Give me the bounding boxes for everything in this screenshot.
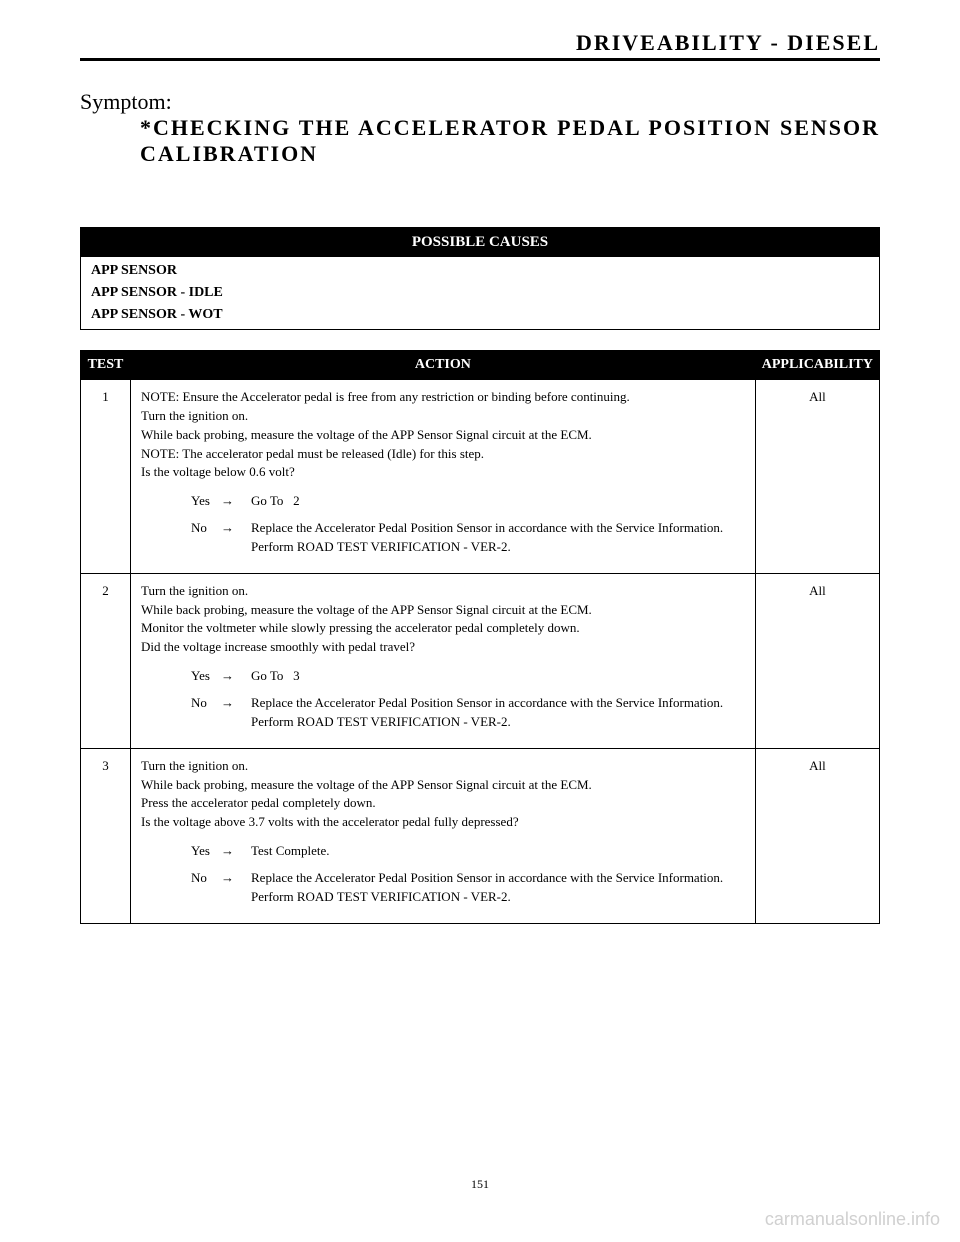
yes-label: Yes	[191, 492, 221, 511]
no-text: Replace the Accelerator Pedal Position S…	[251, 519, 745, 557]
yesno-block: Yes → Test Complete. No → Replace the Ac…	[141, 842, 745, 907]
no-row: No → Replace the Accelerator Pedal Posit…	[191, 694, 745, 732]
arrow-icon: →	[221, 519, 251, 557]
test-row: 2 Turn the ignition on. While back probi…	[81, 573, 880, 748]
test-header-test: TEST	[81, 351, 131, 380]
test-header-row: TEST ACTION APPLICABILITY	[81, 351, 880, 380]
yes-text: Go To 3	[251, 667, 745, 686]
action-cell: Turn the ignition on. While back probing…	[131, 573, 756, 748]
yesno-block: Yes → Go To 3 No → Replace the Accelerat…	[141, 667, 745, 732]
action-intro: Turn the ignition on. While back probing…	[141, 582, 745, 657]
action-cell: Turn the ignition on. While back probing…	[131, 748, 756, 923]
arrow-icon: →	[221, 842, 251, 861]
action-intro: NOTE: Ensure the Accelerator pedal is fr…	[141, 388, 745, 482]
section-title: DRIVEABILITY - DIESEL	[80, 30, 880, 56]
yes-text: Go To 2	[251, 492, 745, 511]
no-label: No	[191, 869, 221, 907]
no-label: No	[191, 694, 221, 732]
no-label: No	[191, 519, 221, 557]
test-number: 3	[81, 748, 131, 923]
action-cell: NOTE: Ensure the Accelerator pedal is fr…	[131, 380, 756, 574]
applicability-cell: All	[755, 573, 879, 748]
test-row: 3 Turn the ignition on. While back probi…	[81, 748, 880, 923]
yes-label: Yes	[191, 667, 221, 686]
page-number: 151	[0, 1177, 960, 1192]
test-number: 2	[81, 573, 131, 748]
no-row: No → Replace the Accelerator Pedal Posit…	[191, 519, 745, 557]
yes-row: Yes → Go To 2	[191, 492, 745, 511]
header-divider	[80, 58, 880, 61]
cause-item: APP SENSOR - WOT	[91, 307, 869, 323]
yes-row: Yes → Go To 3	[191, 667, 745, 686]
yes-row: Yes → Test Complete.	[191, 842, 745, 861]
symptom-text-line1: *CHECKING THE ACCELERATOR PEDAL POSITION…	[80, 115, 880, 141]
applicability-cell: All	[755, 380, 879, 574]
yes-text: Test Complete.	[251, 842, 745, 861]
watermark: carmanualsonline.info	[765, 1209, 940, 1230]
yes-label: Yes	[191, 842, 221, 861]
arrow-icon: →	[221, 694, 251, 732]
causes-header: POSSIBLE CAUSES	[81, 228, 880, 258]
yesno-block: Yes → Go To 2 No → Replace the Accelerat…	[141, 492, 745, 557]
symptom-block: Symptom: *CHECKING THE ACCELERATOR PEDAL…	[80, 89, 880, 167]
causes-header-row: POSSIBLE CAUSES	[81, 228, 880, 258]
test-number: 1	[81, 380, 131, 574]
arrow-icon: →	[221, 492, 251, 511]
causes-table: POSSIBLE CAUSES APP SENSOR APP SENSOR - …	[80, 227, 880, 330]
cause-item: APP SENSOR	[91, 263, 869, 279]
causes-row: APP SENSOR APP SENSOR - IDLE APP SENSOR …	[81, 257, 880, 330]
applicability-cell: All	[755, 748, 879, 923]
test-table: TEST ACTION APPLICABILITY 1 NOTE: Ensure…	[80, 350, 880, 924]
symptom-label: Symptom:	[80, 89, 880, 115]
no-row: No → Replace the Accelerator Pedal Posit…	[191, 869, 745, 907]
action-intro: Turn the ignition on. While back probing…	[141, 757, 745, 832]
cause-item: APP SENSOR - IDLE	[91, 285, 869, 301]
no-text: Replace the Accelerator Pedal Position S…	[251, 694, 745, 732]
test-row: 1 NOTE: Ensure the Accelerator pedal is …	[81, 380, 880, 574]
symptom-text-line2: CALIBRATION	[80, 141, 880, 167]
test-header-action: ACTION	[131, 351, 756, 380]
arrow-icon: →	[221, 869, 251, 907]
no-text: Replace the Accelerator Pedal Position S…	[251, 869, 745, 907]
test-header-applicability: APPLICABILITY	[755, 351, 879, 380]
causes-cell: APP SENSOR APP SENSOR - IDLE APP SENSOR …	[81, 257, 880, 330]
arrow-icon: →	[221, 667, 251, 686]
header-section: DRIVEABILITY - DIESEL	[80, 30, 880, 56]
